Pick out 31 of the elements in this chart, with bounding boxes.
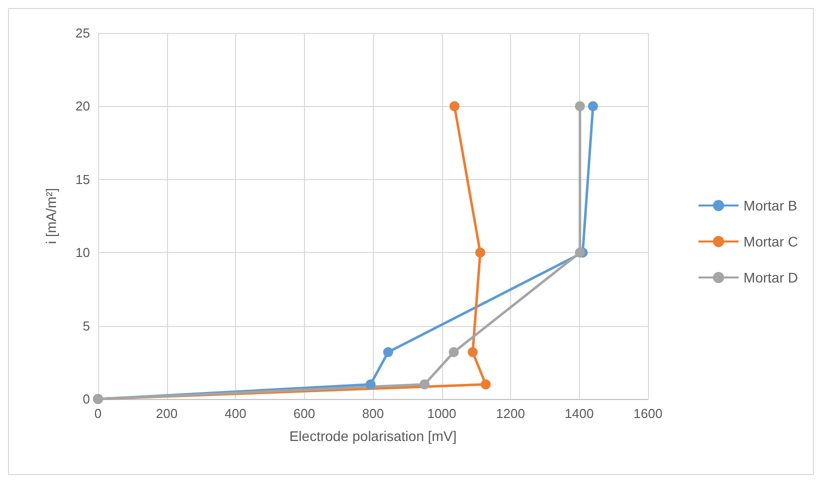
point <box>448 347 459 358</box>
y-tick-label: 5 <box>82 318 90 334</box>
point <box>468 347 478 358</box>
x-tick-label: 200 <box>156 406 178 421</box>
x-tick-label: 600 <box>293 406 316 421</box>
y-tick-label: 15 <box>76 172 90 187</box>
point <box>574 101 585 112</box>
y-tick-label: 25 <box>76 26 90 40</box>
point <box>574 248 585 258</box>
y-axis-title: i [mA/m²] <box>43 188 59 244</box>
x-tick-label: 1600 <box>634 406 662 421</box>
y-tick-label: 0 <box>82 392 90 406</box>
x-tick-label: 1200 <box>496 406 525 421</box>
point <box>420 379 430 390</box>
x-tick-label: 1000 <box>427 406 456 421</box>
legend-label: Mortar C <box>744 234 798 250</box>
x-tick-label: 1400 <box>564 406 594 421</box>
point <box>480 379 491 390</box>
x-axis-title: Electrode polarisation [mV] <box>289 428 457 444</box>
x-tick-label: 800 <box>362 406 384 421</box>
point <box>475 248 486 258</box>
point <box>449 101 460 112</box>
point <box>588 101 598 112</box>
y-tick-label: 10 <box>76 245 90 260</box>
point <box>383 347 394 358</box>
x-tick-label: 0 <box>94 406 102 421</box>
point <box>366 379 376 390</box>
legend-label: Mortar D <box>744 270 798 286</box>
x-tick-label: 400 <box>224 406 246 421</box>
legend-label: Mortar B <box>744 198 798 214</box>
y-tick-label: 20 <box>76 98 90 114</box>
